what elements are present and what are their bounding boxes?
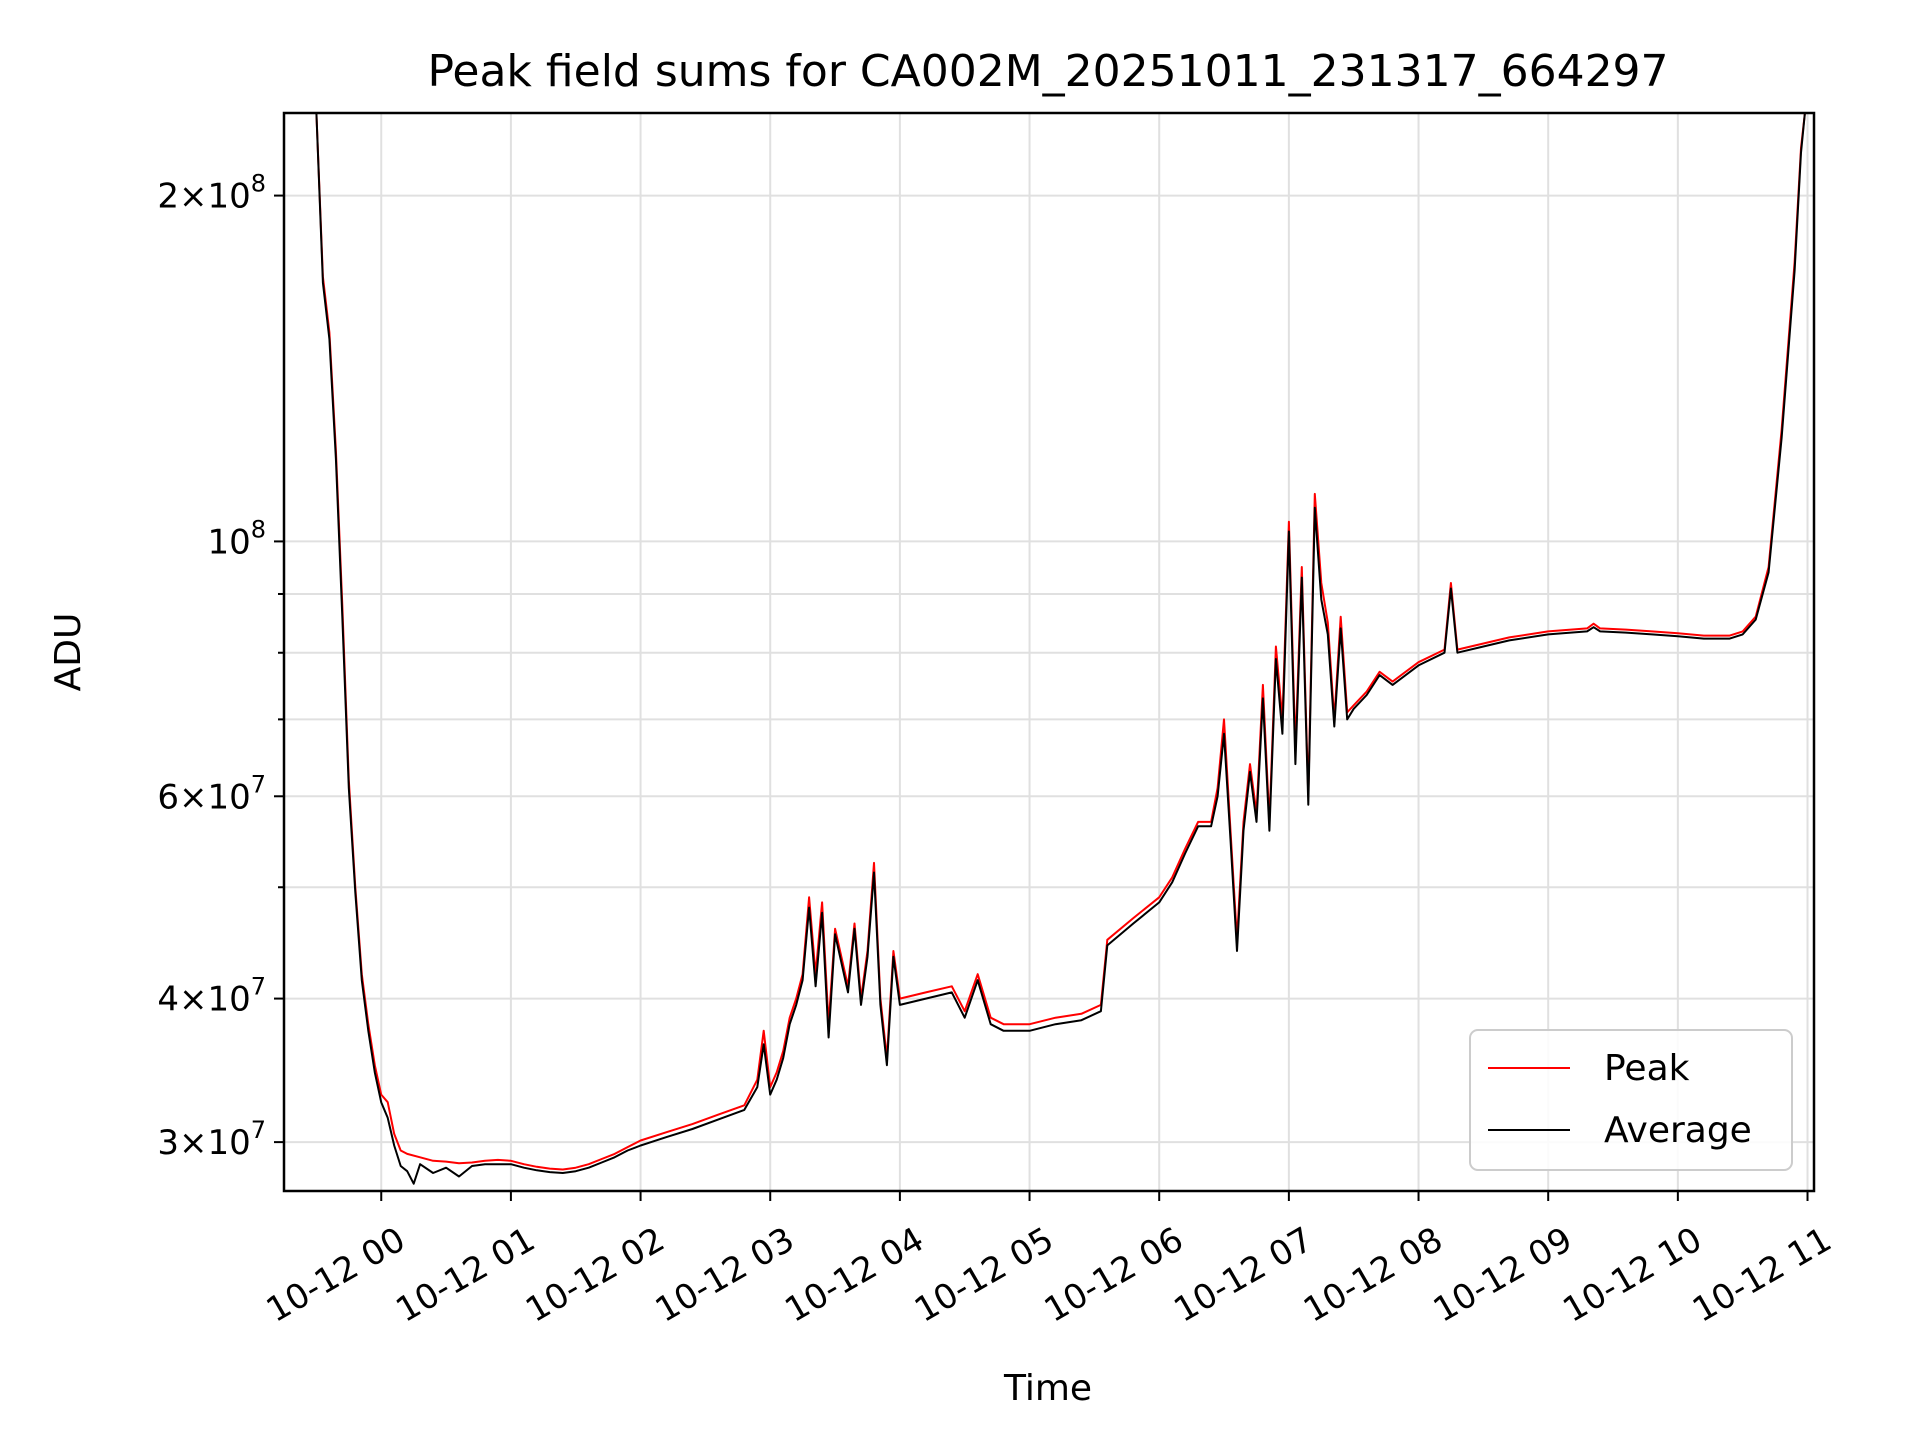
y-tick-label: 108 bbox=[207, 515, 266, 562]
y-tick-label: 4×107 bbox=[157, 973, 266, 1020]
y-tick-label: 2×108 bbox=[157, 170, 266, 217]
legend-box bbox=[1469, 1029, 1793, 1171]
series-line-average bbox=[315, 113, 1806, 1185]
legend-label-average: Average bbox=[1604, 1110, 1752, 1151]
chart-title: Peak field sums for CA002M_20251011_2313… bbox=[427, 46, 1668, 97]
legend: Peak Average bbox=[1469, 1029, 1793, 1171]
series-line-peak bbox=[315, 113, 1806, 1171]
legend-label-peak: Peak bbox=[1604, 1048, 1690, 1089]
x-axis-label: Time bbox=[1003, 1368, 1092, 1409]
series-layer bbox=[315, 113, 1806, 1185]
grid bbox=[284, 113, 1814, 1191]
y-tick-label: 3×107 bbox=[157, 1116, 266, 1163]
y-axis-label: ADU bbox=[48, 613, 89, 692]
y-tick-label: 6×107 bbox=[157, 770, 266, 817]
